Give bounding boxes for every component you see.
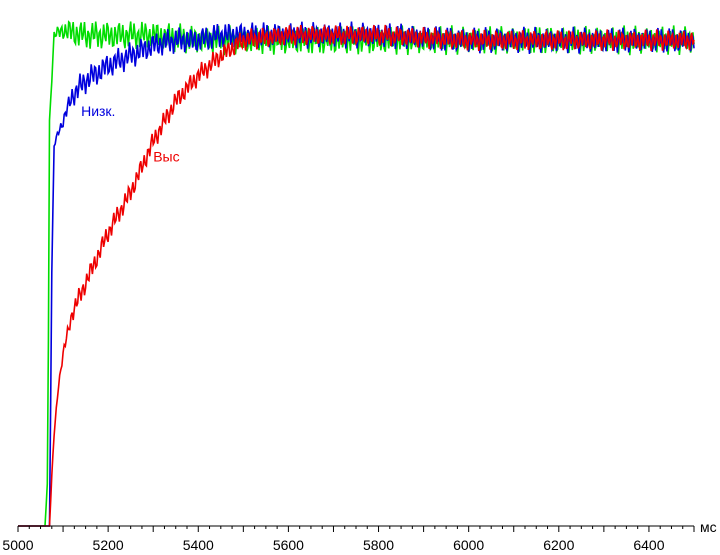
x-tick-label: 5400 xyxy=(183,537,214,553)
series-line-1 xyxy=(18,20,695,527)
series-labels: Выкл. Низк. Выс xyxy=(19,0,179,165)
series-layer xyxy=(18,20,695,527)
series-line-2 xyxy=(18,21,695,527)
x-tick-labels: 5000 5200 5400 5600 5800 6000 6200 6400 xyxy=(2,537,664,553)
x-tick-label: 5800 xyxy=(363,537,394,553)
series-line-3 xyxy=(18,23,695,527)
x-tick-label: 5600 xyxy=(273,537,304,553)
x-unit-label: мс xyxy=(700,519,717,535)
series-label-2: Низк. xyxy=(81,103,115,119)
series-label-1: Выкл. xyxy=(19,0,57,3)
series-label-3: Выс xyxy=(153,149,179,165)
x-tick-label: 5200 xyxy=(93,537,124,553)
x-tick-label: 6200 xyxy=(543,537,574,553)
x-tick-label: 6000 xyxy=(453,537,484,553)
x-tick-label: 6400 xyxy=(633,537,664,553)
x-tick-label: 5000 xyxy=(2,537,33,553)
x-ticks xyxy=(17,526,695,532)
